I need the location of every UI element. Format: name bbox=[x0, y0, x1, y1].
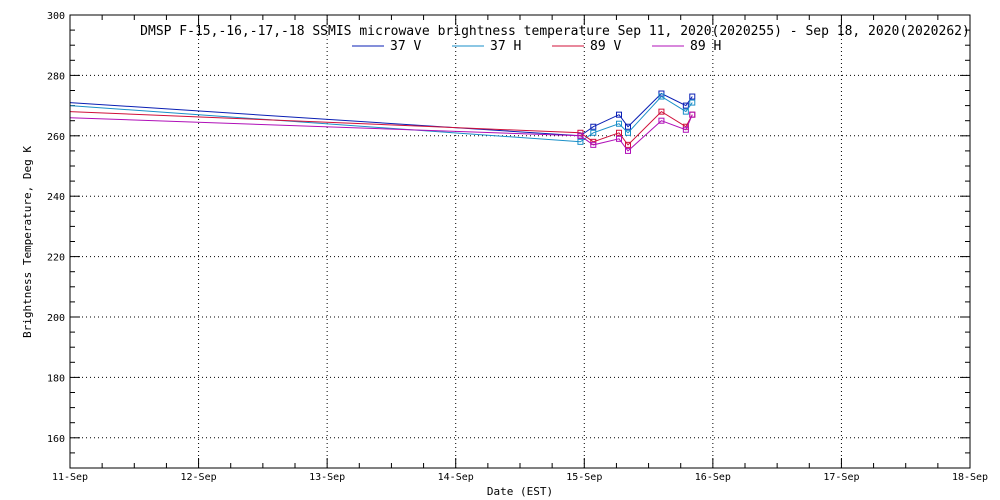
data-point-37-h bbox=[577, 138, 584, 145]
chart-title: DMSP F-15,-16,-17,-18 SSMIS microwave br… bbox=[140, 24, 970, 39]
series-lines bbox=[69, 90, 696, 154]
x-axis-label: Date (EST) bbox=[487, 485, 553, 498]
data-point-37-h bbox=[689, 99, 696, 106]
data-point-89-h bbox=[625, 147, 631, 154]
legend-label-89-v: 89 V bbox=[590, 39, 621, 54]
y-tick-labels: 160 180 200 220 240 260 280 300 bbox=[47, 11, 65, 445]
data-point-89-v bbox=[689, 111, 696, 118]
data-point-89-v bbox=[625, 141, 631, 148]
data-point-89-h bbox=[616, 135, 622, 142]
data-point-89-h bbox=[590, 141, 597, 148]
y-axis-label: Brightness Temperature, Deg K bbox=[21, 146, 34, 338]
y-tick-label: 280 bbox=[47, 71, 65, 82]
plot-frame bbox=[69, 14, 971, 469]
x-tick-label: 14-Sep bbox=[438, 472, 474, 483]
legend-label-37-v: 37 V bbox=[390, 39, 421, 54]
series-line-37-h bbox=[69, 95, 693, 143]
legend-label-89-h: 89 H bbox=[690, 39, 721, 54]
data-point-37-h bbox=[658, 93, 665, 100]
x-tick-label: 12-Sep bbox=[181, 472, 217, 483]
y-tick-label: 200 bbox=[47, 313, 65, 324]
x-tick-label: 18-Sep bbox=[952, 472, 988, 483]
data-point-37-v bbox=[682, 102, 689, 109]
data-point-89-h bbox=[689, 111, 696, 118]
x-tick-label: 16-Sep bbox=[695, 472, 731, 483]
data-point-37-h bbox=[616, 120, 622, 127]
data-point-37-v bbox=[616, 111, 622, 118]
x-tick-label: 17-Sep bbox=[823, 472, 859, 483]
legend: 37 V 37 H 89 V 89 H bbox=[352, 39, 721, 54]
data-point-89-v bbox=[616, 129, 622, 136]
y-tick-label: 240 bbox=[47, 192, 65, 203]
data-point-89-h bbox=[658, 117, 665, 124]
x-tick-label: 15-Sep bbox=[566, 472, 602, 483]
x-tick-labels: 11-Sep 12-Sep 13-Sep 14-Sep 15-Sep 16-Sep 17-S… bbox=[52, 472, 988, 483]
data-point-37-h bbox=[590, 129, 597, 136]
data-point-37-h bbox=[682, 108, 689, 115]
data-point-37-v bbox=[590, 123, 597, 130]
data-point-37-v bbox=[689, 93, 696, 100]
data-point-89-h bbox=[577, 132, 584, 139]
x-tick-label: 13-Sep bbox=[309, 472, 345, 483]
y-tick-label: 160 bbox=[47, 434, 65, 445]
data-point-89-v bbox=[658, 108, 665, 115]
y-tick-label: 300 bbox=[47, 11, 65, 22]
tick-marks bbox=[69, 14, 971, 469]
grid bbox=[70, 15, 970, 468]
legend-label-37-h: 37 H bbox=[490, 39, 521, 54]
y-tick-label: 260 bbox=[47, 132, 65, 143]
y-tick-label: 220 bbox=[47, 253, 65, 264]
data-point-89-v bbox=[577, 129, 584, 136]
x-tick-label: 11-Sep bbox=[52, 472, 88, 483]
data-point-37-v bbox=[625, 123, 631, 130]
series-line-37-v bbox=[69, 92, 693, 137]
data-point-37-h bbox=[625, 129, 631, 136]
y-tick-label: 180 bbox=[47, 373, 65, 384]
data-point-89-h bbox=[682, 126, 689, 133]
series-line-89-h bbox=[69, 114, 693, 152]
